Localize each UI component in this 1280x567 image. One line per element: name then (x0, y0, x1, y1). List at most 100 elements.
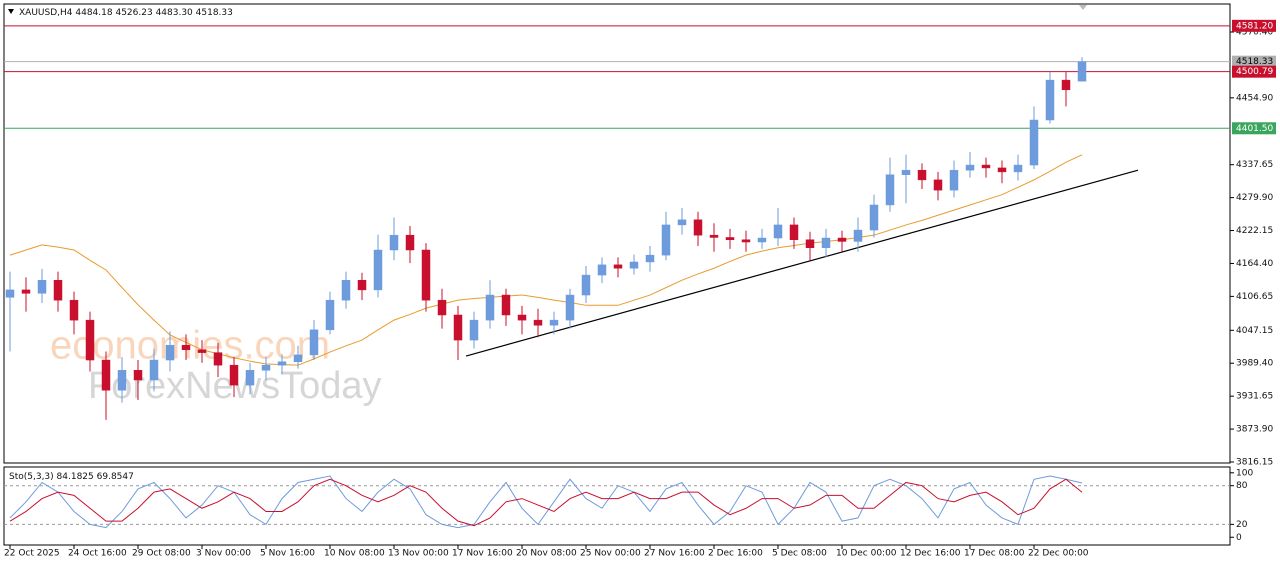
candle-body (85, 319, 95, 361)
candle-body (469, 319, 479, 341)
candle-body (709, 234, 719, 238)
x-tick-label: 25 Nov 00:00 (580, 549, 641, 559)
price-label-text: 4581.20 (1236, 21, 1273, 31)
candle-body (309, 329, 319, 356)
price-label: 4500.79 (1232, 65, 1276, 78)
candle-body (725, 237, 735, 240)
candle-body (965, 164, 975, 171)
candle-body (901, 169, 911, 175)
candle-body (165, 344, 175, 361)
indicator-header: Sto(5,3,3) 84.1825 69.8547 (9, 472, 134, 482)
candle-body (277, 361, 287, 366)
symbol-header: XAUUSD,H4 4484.18 4526.23 4483.30 4518.3… (19, 8, 233, 18)
price-label: 4581.20 (1232, 19, 1276, 32)
candle-body (821, 237, 831, 248)
y-tick-label: 4454.90 (1236, 93, 1273, 103)
indicator-line (9, 154, 1083, 366)
x-tick-label: 22 Oct 2025 (4, 549, 60, 559)
x-tick-label: 5 Nov 16:00 (260, 549, 315, 559)
y-tick-label: 100 (1236, 468, 1253, 478)
price-label-text: 4500.79 (1236, 67, 1273, 77)
x-tick-label: 10 Dec 00:00 (836, 549, 897, 559)
y-tick-label: 3873.90 (1236, 425, 1273, 435)
candle-body (293, 354, 303, 362)
menu-arrow[interactable] (8, 9, 14, 14)
candle-body (37, 279, 47, 294)
x-tick-label: 10 Nov 08:00 (324, 549, 385, 559)
y-tick-label: 4279.90 (1236, 193, 1273, 203)
shift-marker (1079, 5, 1087, 10)
candle-body (133, 370, 143, 381)
candle-body (581, 274, 591, 296)
open-label: 4484.18 (75, 8, 112, 18)
x-tick-label: 24 Oct 16:00 (68, 549, 127, 559)
candle-body (1029, 119, 1039, 166)
candle-body (101, 359, 111, 391)
x-tick-label: 29 Oct 08:00 (132, 549, 191, 559)
candle-body (421, 249, 431, 301)
price-label-box (1232, 55, 1276, 68)
y-tick-label: 4047.15 (1236, 326, 1273, 336)
x-tick-label: 17 Dec 08:00 (964, 549, 1025, 559)
x-tick-label: 27 Nov 16:00 (644, 549, 705, 559)
stochastic-panel (3, 466, 1231, 546)
x-tick-label: 13 Nov 00:00 (388, 549, 449, 559)
y-tick-label: 4164.40 (1236, 259, 1273, 269)
trendline (465, 169, 1139, 357)
candle-body (117, 370, 127, 391)
price-label-box (1232, 19, 1276, 32)
y-tick-label: 0 (1236, 533, 1242, 543)
candle-body (517, 314, 527, 321)
candle-body (69, 299, 79, 321)
candle-body (981, 164, 991, 169)
candle-body (181, 344, 191, 351)
y-tick-label: 3816.15 (1236, 458, 1273, 468)
y-tick-label: 4570.40 (1236, 27, 1273, 37)
price-label: 4518.33 (1232, 55, 1276, 68)
candle-body (677, 219, 687, 226)
candle-body (245, 370, 255, 386)
candle-body (885, 174, 895, 206)
y-tick-label: 4106.65 (1236, 292, 1273, 302)
symbol: XAUUSD,H4 (19, 8, 73, 18)
candle-body (533, 319, 543, 326)
candle-body (789, 224, 799, 240)
candle-body (645, 254, 655, 263)
candle-body (197, 349, 207, 353)
candle-body (485, 294, 495, 321)
candle-body (837, 237, 847, 242)
candle-body (373, 249, 383, 291)
candle-body (325, 299, 335, 331)
y-tick-label: 4222.15 (1236, 226, 1273, 236)
x-tick-label: 12 Dec 16:00 (900, 549, 961, 559)
candle-body (5, 289, 15, 298)
candle-body (613, 264, 623, 269)
candle-body (261, 364, 271, 371)
candle-body (997, 167, 1007, 173)
candle-body (53, 279, 63, 301)
candle-body (741, 239, 751, 243)
high-label: 4526.23 (115, 8, 152, 18)
x-tick-label: 5 Dec 08:00 (772, 549, 827, 559)
x-tick-label: 3 Nov 00:00 (196, 549, 251, 559)
candle-body (149, 359, 159, 381)
candle-body (693, 219, 703, 236)
y-tick-label: 3989.40 (1236, 359, 1273, 369)
x-tick-label: 22 Dec 00:00 (1028, 549, 1089, 559)
candle-body (341, 279, 351, 301)
candle-body (629, 261, 639, 269)
indicator-line (9, 478, 1083, 527)
x-tick-label: 20 Nov 08:00 (516, 549, 577, 559)
candle-body (389, 234, 399, 251)
candle-body (357, 279, 367, 291)
candle-body (453, 314, 463, 341)
candle-body (1013, 164, 1023, 173)
price-label: 4401.50 (1232, 122, 1276, 135)
candle-body (661, 224, 671, 256)
candle-body (1061, 79, 1071, 91)
candle-body (405, 234, 415, 251)
price-panel (3, 3, 1231, 464)
price-label-box (1232, 122, 1276, 135)
